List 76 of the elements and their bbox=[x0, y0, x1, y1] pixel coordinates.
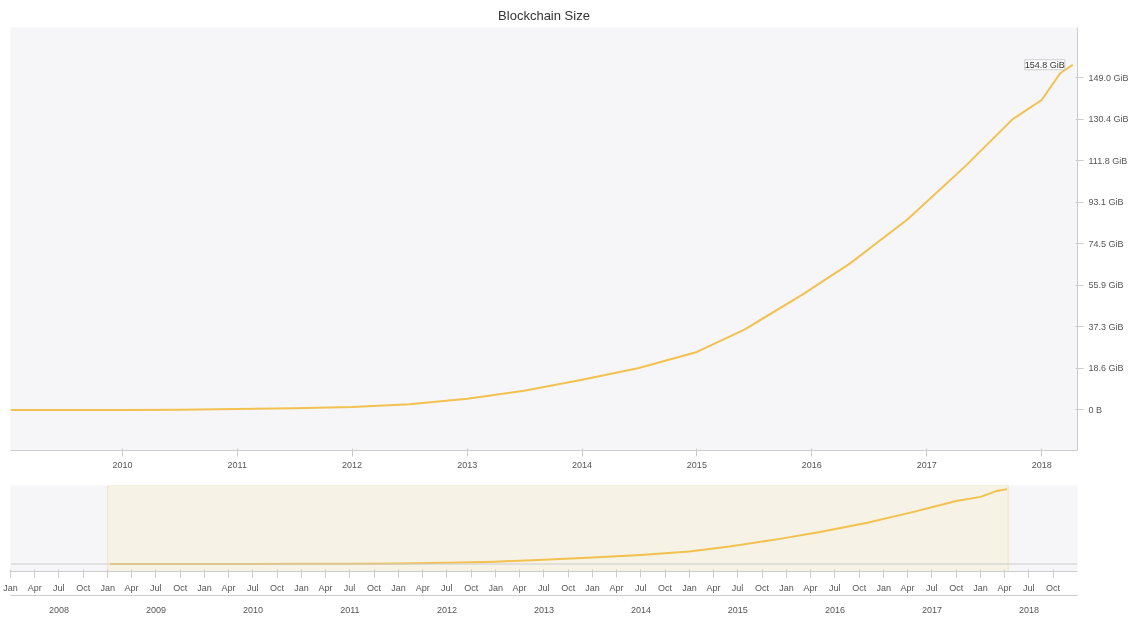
x-tick-label: Oct bbox=[464, 582, 479, 593]
x-tick-label: Jul bbox=[53, 582, 65, 593]
y-tick-label: 74.5 GiB bbox=[1088, 238, 1124, 249]
x2-tick-label: 2008 bbox=[49, 604, 70, 615]
x-tick-label: Apr bbox=[803, 582, 818, 593]
x-tick-label: Apr bbox=[609, 582, 624, 593]
x2-tick-label: 2018 bbox=[1018, 604, 1039, 615]
x2-tick-label: 2015 bbox=[727, 604, 748, 615]
x2-tick-label: 2013 bbox=[533, 604, 555, 615]
y-tick-label: 37.3 GiB bbox=[1088, 321, 1124, 332]
x-tick-label: Jan bbox=[197, 582, 212, 593]
x-tick-label: Oct bbox=[1046, 582, 1061, 593]
y-tick-label: 55.9 GiB bbox=[1088, 280, 1124, 291]
x2-tick-label: 2011 bbox=[340, 604, 360, 615]
x-tick-label: Oct bbox=[270, 582, 285, 593]
x-tick-label: Jul bbox=[634, 582, 647, 593]
x-tick-label: Jan bbox=[876, 582, 891, 593]
x-tick-label: 2013 bbox=[457, 459, 478, 470]
x-tick-label: 2015 bbox=[686, 459, 707, 470]
x-tick-label: Jul bbox=[537, 582, 550, 593]
x-tick-label: Apr bbox=[124, 582, 139, 593]
x-tick-label: Oct bbox=[949, 582, 964, 593]
x-tick-label: Apr bbox=[900, 582, 915, 593]
annotation: 154.8 GiB bbox=[1024, 59, 1065, 70]
x-tick-label: Jan bbox=[585, 582, 600, 593]
x-tick-label: Apr bbox=[27, 582, 42, 593]
x-tick-label: Oct bbox=[658, 582, 673, 593]
x-tick-label: Oct bbox=[173, 582, 188, 593]
x-tick-label: Jan bbox=[391, 582, 406, 593]
x-tick-label: 2018 bbox=[1031, 459, 1052, 470]
x-tick-label: Jan bbox=[779, 582, 794, 593]
x-tick-label: 2014 bbox=[572, 459, 593, 470]
x2-tick-label: 2010 bbox=[242, 604, 263, 615]
x-tick-label: Jan bbox=[682, 582, 697, 593]
x2-tick-label: 2012 bbox=[437, 604, 458, 615]
x-tick-label: 2012 bbox=[342, 459, 363, 470]
x-tick-label: Jul bbox=[925, 582, 938, 593]
chart-title: Blockchain Size bbox=[498, 7, 590, 23]
y-tick-label: 130.4 GiB bbox=[1088, 114, 1129, 125]
y-tick-label: 111.8 GiB bbox=[1088, 155, 1128, 166]
x-tick-label: Jan bbox=[973, 582, 988, 593]
x-tick-label: Jul bbox=[343, 582, 356, 593]
x-tick-label: Oct bbox=[561, 582, 576, 593]
y-tick-label: 93.1 GiB bbox=[1088, 197, 1124, 208]
y-tick-label: 0 B bbox=[1088, 404, 1103, 415]
x-tick-label: Oct bbox=[76, 582, 91, 593]
x-tick-label: Jan bbox=[488, 582, 503, 593]
x-tick-label: Jul bbox=[731, 582, 744, 593]
x-tick-label: Jul bbox=[246, 582, 259, 593]
line-series bbox=[10, 63, 1074, 411]
x-tick-label: Jul bbox=[441, 582, 453, 593]
x2-tick-label: 2009 bbox=[146, 604, 167, 615]
x-tick-label: Jan bbox=[294, 582, 309, 593]
x-tick-label: Jan bbox=[100, 582, 115, 593]
x-tick-label: Jan bbox=[3, 582, 18, 593]
x-tick-label: Apr bbox=[512, 582, 527, 593]
x-tick-label: Apr bbox=[706, 582, 721, 593]
x-tick-label: Oct bbox=[367, 582, 382, 593]
x-tick-label: 2010 bbox=[112, 459, 133, 470]
x-tick-label: Jul bbox=[150, 582, 162, 593]
x2-tick-label: 2016 bbox=[825, 604, 846, 615]
x-tick-label: Jul bbox=[829, 582, 841, 593]
x-tick-label: Oct bbox=[755, 582, 770, 593]
x-tick-label: 2016 bbox=[801, 459, 822, 470]
y-tick-label: 149.0 GiB bbox=[1088, 72, 1129, 83]
x-tick-label: 2011 bbox=[227, 459, 247, 470]
x-tick-label: Apr bbox=[997, 582, 1012, 593]
x-tick-label: Jul bbox=[1022, 582, 1035, 593]
x2-tick-label: 2014 bbox=[630, 604, 651, 615]
x-tick-label: Apr bbox=[415, 582, 430, 593]
x2-tick-label: 2017 bbox=[921, 604, 942, 615]
y-tick-label: 18.6 GiB bbox=[1088, 363, 1124, 374]
x-tick-label: Apr bbox=[318, 582, 333, 593]
x-tick-label: 2017 bbox=[916, 459, 937, 470]
x-tick-label: Apr bbox=[221, 582, 236, 593]
x-tick-label: Oct bbox=[852, 582, 867, 593]
